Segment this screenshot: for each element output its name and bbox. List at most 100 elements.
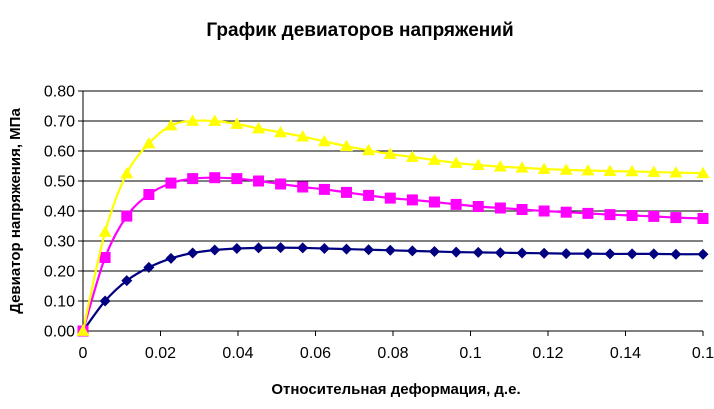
data-point-diamond — [121, 275, 133, 287]
x-tick-label: 0.04 — [222, 345, 253, 362]
data-point-diamond — [648, 248, 660, 260]
data-point-square — [604, 209, 616, 221]
x-tick-labels: 0 0.02 0.04 0.06 0.08 0.1 0.12 0.14 0.1 — [79, 345, 714, 362]
data-point-diamond — [275, 242, 287, 254]
series-1 — [77, 242, 709, 337]
data-point-triangle — [471, 158, 485, 170]
data-point-triangle — [493, 160, 507, 172]
data-point-diamond — [450, 246, 462, 258]
data-point-diamond — [143, 261, 155, 273]
data-point-triangle — [208, 114, 222, 126]
y-tick-labels: 0.00 0.10 0.20 0.30 0.40 0.50 0.60 0.70 0.80 — [44, 84, 75, 341]
data-point-square — [341, 186, 352, 198]
x-tick-label: 0.02 — [145, 345, 176, 362]
data-point-diamond — [297, 242, 309, 254]
data-point-triangle — [449, 156, 463, 168]
data-point-diamond — [406, 245, 418, 257]
data-point-square — [143, 189, 155, 200]
data-point-diamond — [341, 243, 352, 255]
data-series — [76, 114, 710, 337]
axes — [78, 90, 704, 336]
data-point-diamond — [697, 248, 709, 260]
data-point-square — [231, 173, 243, 185]
data-point-square — [318, 183, 330, 195]
data-point-square — [253, 175, 265, 187]
data-point-triangle — [340, 139, 353, 152]
data-point-square — [697, 213, 709, 224]
x-tick-label: 0.1 — [459, 345, 481, 362]
data-point-triangle — [405, 150, 419, 162]
data-point-triangle — [581, 164, 595, 176]
data-point-triangle — [625, 164, 639, 177]
x-tick-label: 0.12 — [532, 345, 563, 362]
data-point-square — [384, 192, 396, 204]
y-tick-label: 0.70 — [44, 114, 75, 131]
data-point-diamond — [472, 246, 484, 258]
data-point-triangle — [427, 153, 441, 165]
data-point-triangle — [142, 137, 156, 149]
data-point-diamond — [538, 247, 550, 259]
data-point-diamond — [165, 252, 177, 264]
data-point-diamond — [626, 248, 638, 260]
data-point-diamond — [560, 248, 572, 260]
data-point-triangle — [647, 165, 661, 177]
data-point-square — [516, 204, 528, 215]
y-tick-label: 0.20 — [44, 264, 75, 281]
data-point-diamond — [318, 243, 330, 254]
data-point-square — [165, 177, 177, 189]
data-point-square — [187, 173, 199, 185]
data-point-square — [450, 198, 462, 210]
data-point-square — [428, 196, 440, 208]
data-point-triangle — [230, 117, 244, 129]
data-point-diamond — [384, 244, 396, 256]
y-tick-label: 0.10 — [44, 294, 75, 311]
data-point-triangle — [537, 162, 551, 174]
data-point-diamond — [516, 247, 528, 259]
y-tick-label: 0.30 — [44, 234, 75, 251]
data-point-diamond — [253, 242, 265, 254]
data-point-square — [297, 181, 309, 193]
data-point-triangle — [317, 134, 331, 147]
data-point-triangle — [186, 114, 200, 126]
series-3 — [76, 114, 710, 336]
x-tick-label: 0.14 — [610, 345, 641, 362]
data-point-square — [538, 205, 550, 217]
data-point-triangle — [383, 147, 397, 159]
data-point-diamond — [99, 295, 111, 307]
data-point-square — [582, 207, 594, 219]
series-line — [81, 119, 704, 332]
x-tick-label: 0.06 — [300, 345, 331, 362]
y-tick-label: 0.40 — [44, 204, 75, 221]
data-point-square — [209, 172, 221, 184]
chart-title: График девиаторов напряжений — [206, 20, 513, 41]
data-point-triangle — [252, 122, 266, 134]
series-2 — [77, 172, 709, 337]
data-point-diamond — [582, 248, 594, 260]
x-axis-title: Относительная деформация, д.е. — [271, 381, 520, 398]
data-point-square — [99, 252, 111, 263]
y-tick-label: 0.80 — [44, 84, 75, 101]
data-point-triangle — [603, 164, 617, 176]
data-point-triangle — [164, 119, 178, 131]
data-point-square — [275, 178, 287, 190]
data-point-square — [363, 189, 375, 201]
data-point-diamond — [494, 247, 506, 259]
data-point-diamond — [670, 248, 682, 260]
data-point-diamond — [604, 248, 616, 260]
data-point-square — [648, 210, 660, 222]
y-axis-title: Девиатор напряжения, МПа — [7, 108, 24, 314]
x-tick-label: 0.1 — [692, 345, 714, 362]
data-point-square — [121, 210, 133, 222]
data-point-triangle — [120, 167, 134, 179]
data-point-diamond — [231, 243, 243, 254]
y-tick-label: 0.50 — [44, 174, 75, 191]
data-point-triangle — [696, 166, 710, 179]
data-point-triangle — [274, 125, 288, 138]
data-point-square — [626, 210, 638, 221]
data-point-triangle — [362, 143, 376, 156]
y-tick-label: 0.00 — [44, 324, 75, 341]
data-point-triangle — [515, 161, 529, 173]
data-point-triangle — [98, 225, 112, 237]
x-tick-label: 0 — [79, 345, 88, 362]
